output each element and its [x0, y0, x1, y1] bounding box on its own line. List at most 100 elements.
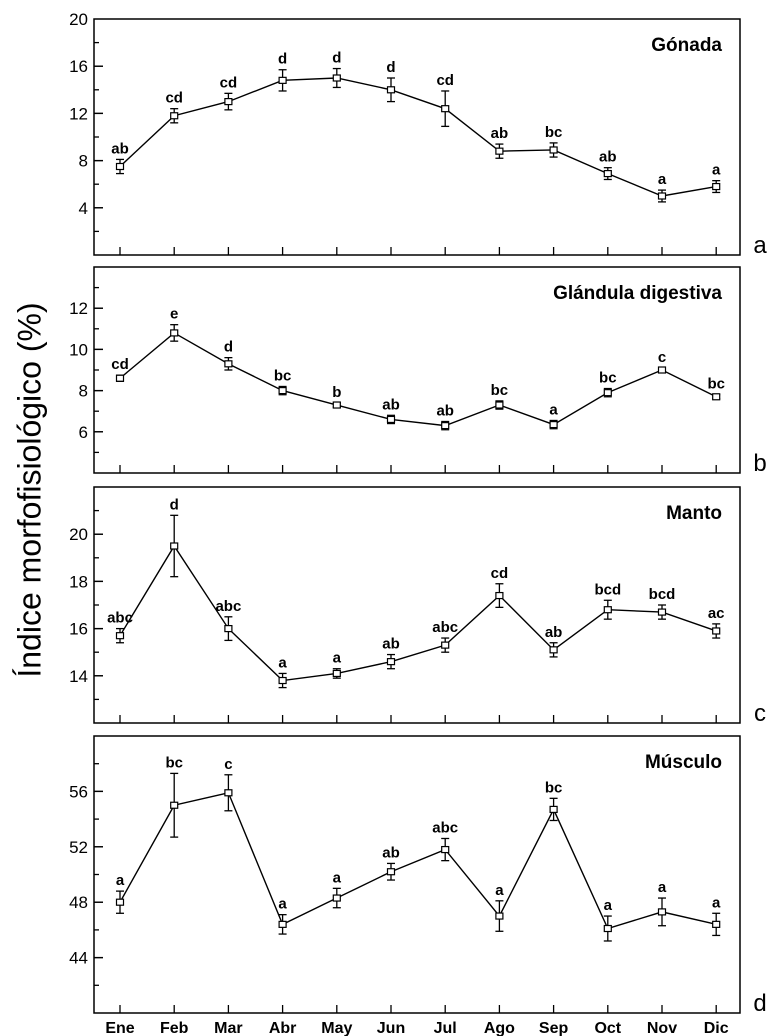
y-tick-label: 16 — [69, 57, 88, 76]
series-line — [119, 791, 717, 930]
data-point — [657, 366, 667, 374]
significance-letter: bcd — [649, 586, 676, 603]
significance-letter: d — [386, 59, 395, 76]
y-tick-label: 48 — [69, 893, 88, 912]
series-line — [119, 544, 717, 682]
x-tick-label: Abr — [269, 1020, 297, 1036]
data-point — [332, 74, 341, 82]
significance-letter: abc — [107, 610, 133, 627]
data-point — [115, 162, 125, 171]
significance-letter: abc — [215, 598, 241, 615]
y-tick-label: 16 — [69, 620, 88, 639]
data-point — [657, 908, 667, 916]
data-point — [712, 627, 721, 635]
significance-letter: a — [333, 650, 342, 667]
data-point — [224, 97, 233, 106]
significance-letter: cd — [436, 72, 454, 89]
data-point — [603, 924, 612, 933]
series-line — [119, 332, 717, 427]
data-point — [549, 646, 558, 654]
data-point — [386, 86, 396, 94]
y-tick-label: 52 — [69, 838, 88, 857]
y-tick-label: 6 — [79, 423, 88, 442]
data-point — [278, 387, 287, 395]
data-point — [603, 389, 612, 397]
x-tick-label: Ene — [105, 1020, 134, 1036]
significance-letter: ab — [545, 624, 563, 641]
x-tick-label: Ago — [484, 1020, 515, 1036]
data-point — [278, 920, 287, 928]
y-tick-label: 12 — [69, 299, 88, 318]
x-tick-label: Jul — [434, 1020, 457, 1036]
significance-letter: ab — [491, 125, 509, 142]
y-tick-label: 14 — [69, 667, 88, 686]
x-tick-label: Dic — [704, 1020, 729, 1036]
significance-letter: d — [332, 50, 341, 67]
significance-letter: a — [604, 897, 613, 914]
significance-letter: a — [549, 401, 558, 418]
panel-b: 6 8 10 12 cd e d bc b ab ab bc a bc c bc Glándula digest… — [69, 266, 767, 477]
significance-letter: bc — [545, 124, 563, 141]
y-tick-label: 10 — [69, 340, 88, 359]
panel-title: Músculo — [645, 752, 722, 773]
data-point — [332, 401, 341, 409]
data-point — [712, 920, 721, 928]
significance-letter: c — [658, 349, 666, 366]
significance-letter: a — [712, 894, 721, 911]
y-tick-label: 8 — [79, 382, 88, 401]
data-point — [549, 805, 558, 814]
y-tick-label: 44 — [69, 949, 88, 968]
panel-frame — [93, 735, 741, 1014]
data-point — [115, 632, 125, 640]
panel-title: Glándula digestiva — [553, 283, 722, 304]
data-point — [712, 393, 721, 401]
data-point — [441, 105, 450, 113]
significance-letter: cd — [111, 356, 129, 373]
data-point — [224, 360, 233, 368]
data-point — [495, 147, 504, 155]
y-tick-label: 12 — [69, 104, 88, 123]
significance-letter: a — [278, 896, 287, 913]
data-point — [603, 169, 612, 178]
panel-letter: d — [753, 990, 766, 1017]
data-point — [712, 182, 721, 191]
significance-letter: e — [170, 306, 178, 323]
data-point — [441, 422, 450, 430]
data-point — [495, 591, 504, 600]
x-tick-label: May — [321, 1020, 352, 1036]
data-point — [495, 401, 504, 409]
panel-frame — [93, 486, 741, 724]
significance-letter: bcd — [594, 581, 621, 598]
significance-letter: bc — [707, 376, 725, 393]
y-tick-label: 20 — [69, 525, 88, 544]
significance-letter: ab — [599, 149, 617, 166]
significance-letter: bc — [599, 370, 617, 387]
data-point — [386, 658, 396, 666]
data-point — [332, 669, 341, 678]
significance-letter: abc — [432, 619, 458, 636]
panel-letter: a — [753, 232, 767, 259]
data-point — [441, 641, 450, 649]
significance-letter: a — [712, 162, 721, 179]
significance-letter: ab — [382, 396, 400, 413]
data-point — [386, 868, 396, 876]
data-point — [170, 329, 179, 337]
data-point — [332, 894, 341, 902]
panel-title: Manto — [666, 503, 722, 524]
data-point — [657, 192, 667, 200]
significance-letter: d — [224, 339, 233, 356]
data-point — [441, 845, 450, 854]
data-point — [170, 801, 179, 809]
x-tick-label: Jun — [377, 1020, 405, 1036]
y-tick-label: 18 — [69, 572, 88, 591]
y-tick-label: 56 — [69, 782, 88, 801]
significance-letter: abc — [432, 819, 458, 836]
data-point — [170, 542, 179, 550]
panel-title: Gónada — [651, 35, 722, 56]
significance-letter: ac — [708, 605, 725, 622]
x-tick-label: Mar — [214, 1020, 242, 1036]
data-point — [278, 676, 287, 685]
data-point — [549, 146, 558, 154]
significance-letter: c — [224, 756, 232, 773]
